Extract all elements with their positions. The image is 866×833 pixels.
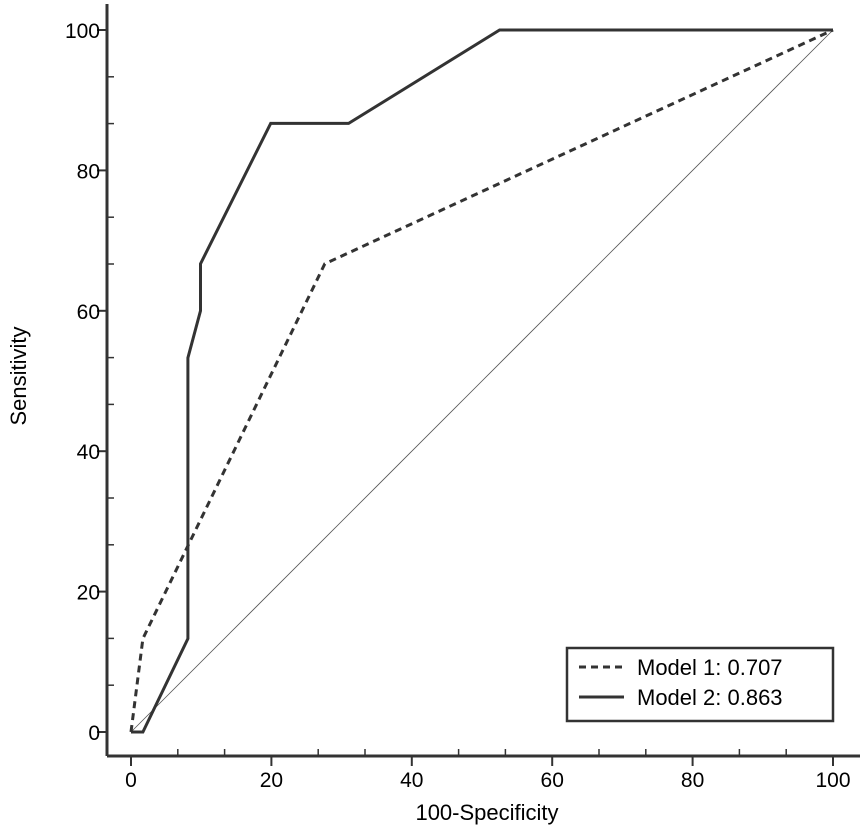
y-tick-label: 80: [77, 160, 100, 183]
x-tick-label: 20: [260, 769, 283, 792]
series-line-model-1: [129, 28, 834, 733]
x-tick-label: 0: [125, 769, 137, 792]
tick-labels-layer: 0 20 40 60 80 100 0 20 40 60 80 100: [65, 20, 851, 792]
x-tick-label: 80: [681, 769, 704, 792]
x-axis-title: 100-Specificity: [415, 800, 558, 825]
y-tick-label: 20: [77, 582, 100, 605]
legend: Model 1: 0.707 Model 2: 0.863: [565, 646, 835, 723]
x-tick-label: 60: [541, 769, 564, 792]
y-tick-label: 40: [77, 441, 100, 464]
x-tick-label: 100: [815, 769, 850, 792]
ticks-layer: [97, 29, 834, 766]
series-line-model-2: [131, 28, 833, 734]
legend-box: [565, 646, 835, 723]
y-tick-label: 60: [77, 301, 100, 324]
reference-diagonal-layer: [130, 29, 834, 733]
y-tick-label: 0: [88, 722, 100, 745]
legend-label-model-2: Model 2: 0.863: [637, 685, 783, 710]
y-tick-label: 100: [65, 20, 100, 43]
series-layer: [129, 28, 834, 734]
legend-label-model-1: Model 1: 0.707: [637, 655, 783, 680]
axes-layer: [105, 4, 860, 758]
reference-diagonal-line: [130, 29, 834, 733]
y-axis-title: Sensitivity: [6, 326, 31, 425]
x-tick-label: 40: [400, 769, 423, 792]
